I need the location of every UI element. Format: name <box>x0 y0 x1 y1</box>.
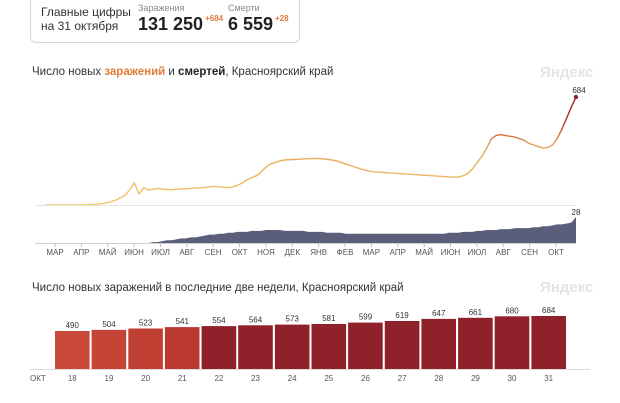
summary-card: Главные цифры на 31 октября Заражения 13… <box>30 0 300 43</box>
line-chart-title-deaths: смертей <box>178 66 226 78</box>
bar-value-label: 599 <box>359 313 373 322</box>
bar <box>458 317 493 369</box>
bar-category-label: 20 <box>141 374 150 383</box>
x-tick-label: МАР <box>363 248 380 257</box>
bar <box>311 324 347 369</box>
bar-category-label: 30 <box>508 374 517 383</box>
bar-value-label: 684 <box>542 306 556 315</box>
x-tick-label: АВГ <box>496 248 512 257</box>
bar-value-label: 619 <box>395 311 409 320</box>
summary-headline-line1: Главные цифры <box>41 5 131 19</box>
line-chart-title-suffix: , Красноярский край <box>225 66 334 78</box>
bar-value-label: 647 <box>432 309 446 318</box>
yandex-logo: Яндекс <box>540 64 594 81</box>
summary-headline-line2: на 31 октября <box>41 19 119 33</box>
x-tick-label: НОЯ <box>257 248 275 257</box>
bar-category-label: 31 <box>544 374 553 383</box>
bar <box>384 321 420 369</box>
bar-category-label: 25 <box>324 374 333 383</box>
deaths-stat: Смерти 6 559 +28 <box>228 3 289 35</box>
deaths-area <box>45 217 576 243</box>
bar-category-label: 29 <box>471 374 480 383</box>
x-tick-label: МАЙ <box>99 248 117 257</box>
bar <box>274 324 310 369</box>
bar <box>201 326 237 369</box>
line-chart-title-middle: и <box>165 66 179 78</box>
line-chart-title-infections: заражений <box>104 66 166 78</box>
bar-value-label: 504 <box>102 320 116 329</box>
bar <box>238 325 273 369</box>
bar-category-label: 24 <box>288 374 297 383</box>
x-tick-label: ЯНВ <box>310 248 327 257</box>
infections-last-label: 684 <box>572 86 586 95</box>
bar <box>494 316 530 369</box>
bar-chart-title: Число новых заражений в последние две не… <box>32 282 404 294</box>
x-tick-label: СЕН <box>205 248 222 257</box>
infections-value: 131 250 <box>138 14 204 34</box>
x-tick-label: ДЕК <box>285 248 301 257</box>
summary-headline: Главные цифры на 31 октября <box>41 5 131 33</box>
x-tick-label: АВГ <box>179 248 195 257</box>
x-tick-label: МАЙ <box>415 248 433 257</box>
deaths-label: Смерти <box>228 3 260 13</box>
bar <box>531 316 566 369</box>
bar-category-label: 21 <box>178 374 187 383</box>
x-tick-label: ИЮН <box>441 248 461 257</box>
infections-delta: +684 <box>205 14 224 23</box>
bar <box>91 329 127 369</box>
bar-category-label: 27 <box>398 374 407 383</box>
x-tick-label: СЕН <box>521 248 538 257</box>
infections-stat: Заражения 131 250 +684 <box>138 3 223 35</box>
bar-category-label: 18 <box>68 374 77 383</box>
x-tick-label: ФЕВ <box>337 248 354 257</box>
bar-value-label: 490 <box>66 321 80 330</box>
deaths-last-label: 28 <box>572 208 581 217</box>
bar <box>55 331 90 369</box>
infections-last-point <box>573 94 579 100</box>
bar <box>128 328 163 369</box>
x-tick-label: АПР <box>73 248 89 257</box>
deaths-value: 6 559 <box>228 14 274 34</box>
x-tick-label: ИЮН <box>124 248 144 257</box>
deaths-delta: +28 <box>275 14 289 23</box>
bar-month-label: ОКТ <box>30 374 46 383</box>
bar-category-label: 28 <box>434 374 443 383</box>
bar <box>348 322 383 369</box>
line-chart-title-prefix: Число новых <box>32 66 105 78</box>
line-chart-title: Число новых заражений и смертей, Красноя… <box>32 66 333 78</box>
bar-value-label: 680 <box>505 306 519 315</box>
bar-value-label: 581 <box>322 314 336 323</box>
x-tick-label: ИЮЛ <box>151 248 170 257</box>
x-tick-label: ОКТ <box>548 248 564 257</box>
bar-category-label: 23 <box>251 374 260 383</box>
x-tick-label: АПР <box>390 248 406 257</box>
bar-category-label: 22 <box>214 374 223 383</box>
bar-category-label: 26 <box>361 374 370 383</box>
infections-label: Заражения <box>138 3 185 13</box>
bar-value-label: 541 <box>176 317 190 326</box>
bar-value-label: 523 <box>139 319 153 328</box>
bar <box>421 318 456 369</box>
bar <box>164 327 200 369</box>
bar-value-label: 564 <box>249 315 263 324</box>
bar-value-label: 554 <box>212 316 226 325</box>
bar-value-label: 573 <box>286 315 300 324</box>
yandex-logo-bottom: Яндекс <box>540 279 594 296</box>
x-tick-label: ИЮЛ <box>468 248 487 257</box>
infections-line <box>45 96 577 206</box>
bar-value-label: 661 <box>469 308 483 317</box>
x-tick-label: ОКТ <box>232 248 248 257</box>
x-tick-label: МАР <box>46 248 63 257</box>
bar-category-label: 19 <box>105 374 114 383</box>
